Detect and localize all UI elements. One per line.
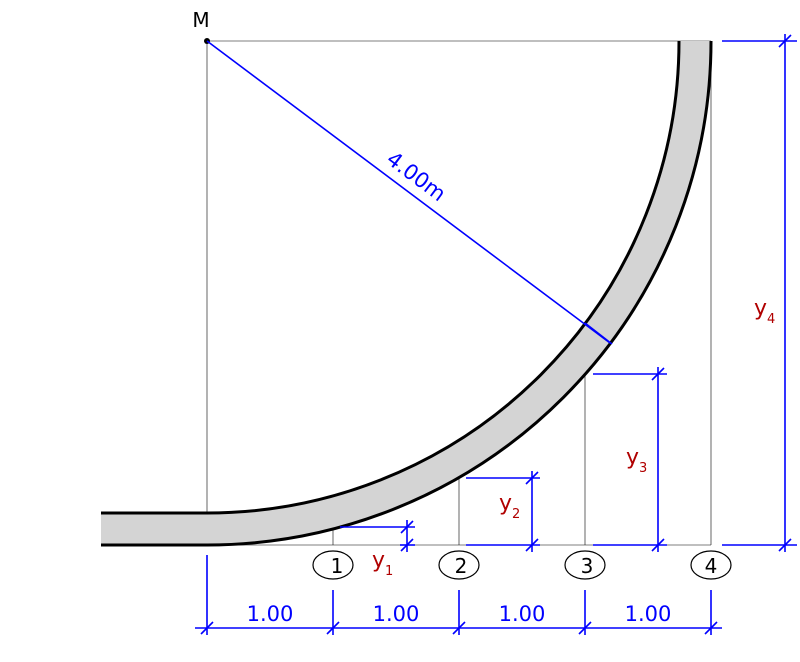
spacing-label: 1.00 [247,602,294,626]
ordinate-dimensions [340,34,797,552]
ordinate-label: y2 [499,491,520,522]
ordinate-letter: y [499,491,512,516]
band-edge [101,40,681,515]
spacing-dimensions [195,555,722,635]
station-label: 4 [705,554,718,578]
ordinate-index: 1 [385,564,393,579]
ordinate-index: 4 [767,312,775,327]
ordinate-letter: y [372,548,385,573]
ordinate-index: 3 [639,461,647,476]
spacing-label: 1.00 [625,602,672,626]
station-markers [312,550,732,580]
ordinate-label: y1 [372,548,393,579]
ordinate-label: y3 [626,445,647,476]
band-edge [101,40,713,547]
ordinate-letter: y [754,296,767,321]
ordinate-index: 2 [512,507,520,522]
station-label: 3 [581,554,594,578]
ordinate-letter: y [626,445,639,470]
station-label: 2 [455,554,468,578]
spacing-label: 1.00 [499,602,546,626]
ordinate-label: y4 [754,296,775,327]
station-label: 1 [331,554,344,578]
center-label: M [192,8,209,32]
spacing-label: 1.00 [373,602,420,626]
construction-lines [206,40,712,546]
radius-line [206,40,613,345]
